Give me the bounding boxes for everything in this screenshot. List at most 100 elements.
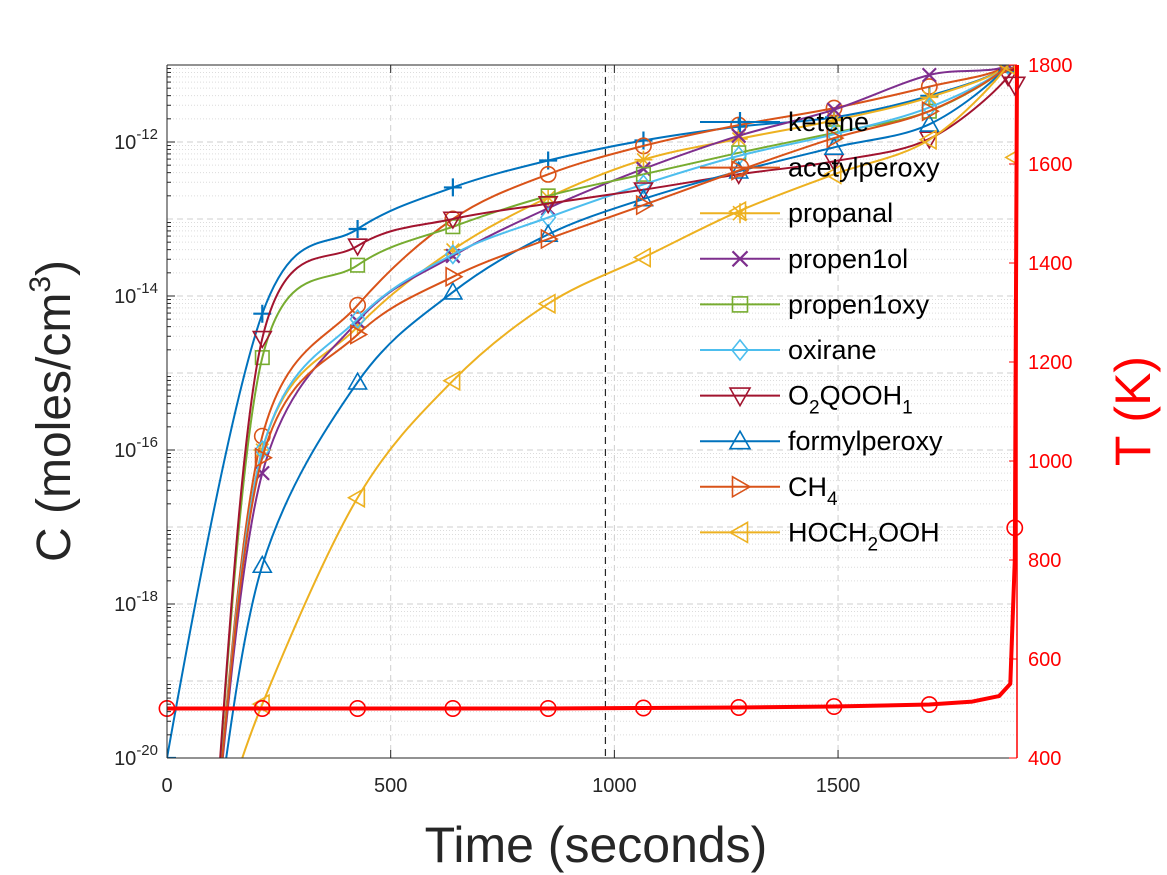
legend-label-main: CH bbox=[788, 472, 827, 502]
temperature-point bbox=[539, 700, 557, 717]
axes bbox=[166, 64, 1018, 759]
data-point-HOCH2OOH bbox=[918, 129, 937, 151]
series-line-CH4 bbox=[221, 65, 1010, 758]
data-point-propanal bbox=[443, 240, 462, 259]
data-point-ketene bbox=[348, 220, 367, 239]
y-right-ticks: 400 600 800 1000 1200 1400 1600 1800 bbox=[1009, 55, 1073, 770]
data-point-CH4 bbox=[826, 127, 845, 149]
x-tick-label: 1500 bbox=[816, 775, 861, 797]
y-right-axis-label: T (K) bbox=[1105, 356, 1161, 466]
data-point-HOCH2OOH bbox=[346, 487, 366, 509]
data-point-propen1ol bbox=[731, 128, 747, 144]
x-axis-label: Time (seconds) bbox=[425, 817, 768, 873]
data-point-HOCH2OOH-end bbox=[1004, 150, 1017, 165]
y-left-tick-base: 10 bbox=[114, 594, 136, 616]
legend-marker bbox=[730, 338, 750, 362]
temperature-point bbox=[825, 698, 843, 715]
legend-marker bbox=[728, 521, 749, 544]
data-point-O2QOOH1 bbox=[537, 196, 559, 215]
legend-marker bbox=[731, 250, 749, 268]
legend-entry-propen1oxy: propen1oxy bbox=[700, 289, 930, 319]
y-left-tick-label: 10-16 bbox=[114, 434, 158, 462]
data-point-oxirane bbox=[999, 65, 1017, 76]
data-point-CH4 bbox=[254, 447, 273, 469]
data-point-formylperoxy bbox=[537, 223, 559, 242]
legend-label-sub2: 1 bbox=[902, 398, 913, 419]
legend-label-mid: QOOH bbox=[820, 381, 903, 411]
data-point-propanal bbox=[348, 317, 367, 336]
legend-marker bbox=[728, 429, 752, 450]
legend-marker bbox=[730, 203, 750, 224]
data-point-HOCH2OOH bbox=[997, 65, 1016, 76]
y-left-tick-exp: -20 bbox=[136, 742, 158, 759]
data-point-formylperoxy bbox=[442, 281, 464, 300]
plot-background bbox=[167, 65, 1017, 758]
legend-entry-propen1ol: propen1ol bbox=[700, 244, 908, 274]
legend-entry-propanal: propanal bbox=[700, 198, 893, 228]
data-point-formylperoxy bbox=[918, 113, 940, 132]
legend-label-main: HOCH bbox=[788, 517, 868, 547]
y-right-tick-label: 1200 bbox=[1028, 352, 1073, 374]
data-point-CH4 bbox=[350, 324, 369, 345]
data-point-O2QOOH1 bbox=[251, 330, 273, 349]
legend-marker bbox=[730, 158, 750, 177]
data-point-formylperoxy bbox=[347, 371, 368, 390]
y-left-label-main: C (moles/cm bbox=[28, 293, 81, 562]
y-left-tick-base: 10 bbox=[114, 748, 136, 770]
legend-label: formylperoxy bbox=[788, 426, 943, 456]
temperature-point bbox=[730, 699, 748, 716]
legend-label: propen1ol bbox=[788, 244, 908, 274]
y-left-tick-label: 10-20 bbox=[114, 742, 158, 770]
legend-label: propanal bbox=[788, 198, 893, 228]
legend-label-sub: 2 bbox=[868, 534, 879, 555]
data-point-propen1oxy bbox=[350, 257, 366, 273]
legend-label: HOCH2OOH bbox=[788, 517, 940, 555]
data-point-formylperoxy bbox=[251, 554, 273, 574]
data-point-formylperoxy bbox=[728, 160, 750, 179]
temperature-point bbox=[349, 700, 367, 717]
data-point-propanal bbox=[634, 150, 653, 169]
legend-label-mid: OOH bbox=[878, 517, 940, 547]
data-point-oxirane bbox=[349, 308, 366, 330]
y-right-tick-label: 1400 bbox=[1028, 253, 1073, 275]
series-line-oxirane bbox=[221, 65, 1010, 758]
data-point-CH4 bbox=[635, 194, 655, 216]
x-ticks: 0 500 1000 1500 bbox=[161, 65, 860, 797]
data-point-O2QOOH1-end bbox=[1003, 76, 1027, 97]
y-right-tick-label: 1600 bbox=[1028, 154, 1073, 176]
data-point-O2QOOH1 bbox=[442, 211, 464, 230]
data-point-propanal bbox=[729, 129, 748, 148]
series-line-acetylperoxy bbox=[220, 65, 1010, 758]
y-right-tick-label: 600 bbox=[1028, 649, 1061, 671]
data-point-propen1oxy bbox=[635, 166, 651, 182]
y-left-tick-exp: -14 bbox=[136, 280, 158, 297]
legend-entry-HOCH2OOH: HOCH2OOH bbox=[700, 517, 940, 555]
legend-label-main: O bbox=[788, 381, 809, 411]
y-left-axis-label: C (moles/cm3) bbox=[24, 260, 81, 562]
y-left-tick-base: 10 bbox=[114, 286, 136, 308]
y-left-tick-exp: -18 bbox=[136, 588, 158, 605]
legend-entry-O2QOOH1: O2QOOH1 bbox=[700, 381, 913, 419]
legend: ketene acetylperoxy propanal propen1ol prope… bbox=[700, 107, 943, 555]
legend-marker bbox=[730, 112, 750, 132]
temperature-point bbox=[253, 700, 271, 717]
y-left-tick-base: 10 bbox=[114, 132, 136, 154]
data-point-CH4 bbox=[540, 228, 559, 250]
temperature-point bbox=[920, 696, 938, 713]
series-line-ketene bbox=[167, 65, 1010, 758]
data-point-O2QOOH1 bbox=[918, 131, 940, 150]
y-left-tick-base: 10 bbox=[114, 440, 136, 462]
legend-label-sub: 4 bbox=[827, 489, 838, 510]
y-left-tick-exp: -16 bbox=[136, 434, 158, 451]
y-left-tick-label: 10-14 bbox=[114, 280, 158, 308]
legend-label: ketene bbox=[788, 107, 869, 137]
legend-marker bbox=[731, 475, 752, 499]
x-tick-label: 500 bbox=[374, 775, 407, 797]
y-left-label-sup: 3 bbox=[24, 276, 57, 293]
data-point-propen1ol bbox=[921, 67, 937, 83]
y-left-tick-label: 10-18 bbox=[114, 588, 158, 616]
data-point-acetylperoxy bbox=[539, 165, 557, 183]
data-point-oxirane bbox=[444, 244, 462, 265]
